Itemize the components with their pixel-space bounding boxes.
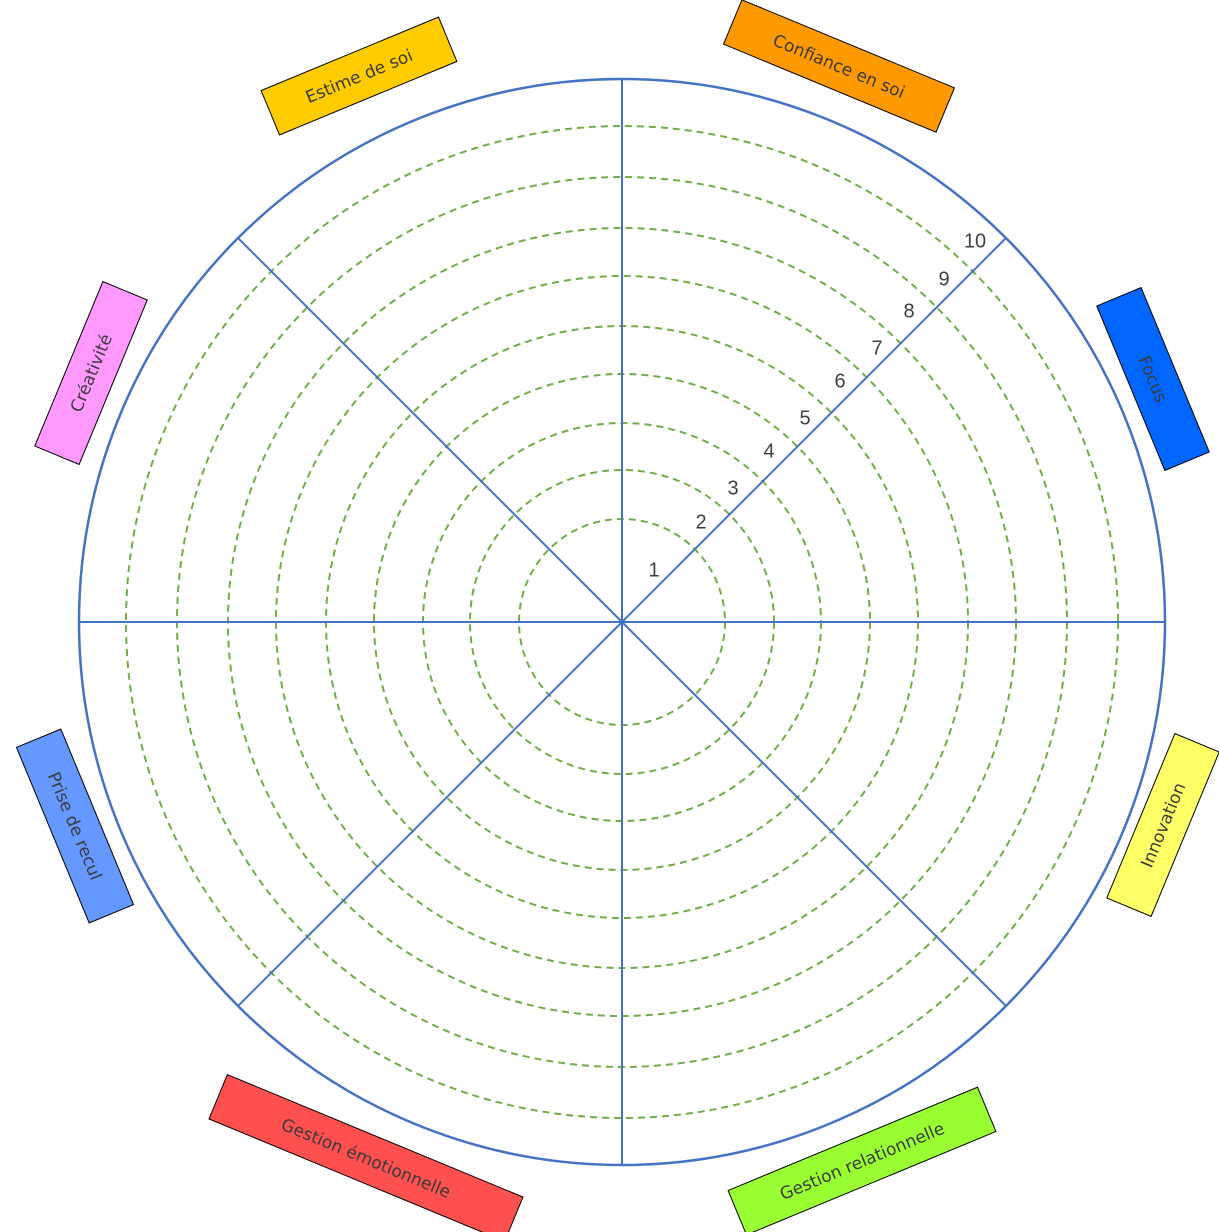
wheel-spokes [79, 79, 1165, 1165]
scale-number-8: 8 [903, 300, 914, 322]
category-box-gestion-relationnelle [727, 1086, 997, 1232]
category-confiance-en-soi: Confiance en soi [722, 0, 956, 133]
outer-circle [77, 77, 1167, 1167]
category-box-prise-de-recul [15, 728, 135, 924]
spoke-2 [621, 237, 1007, 623]
category-innovation: Innovation [1106, 732, 1219, 918]
scale-number-6: 6 [834, 370, 845, 392]
category-box-estime-de-soi [260, 16, 458, 136]
category-box-focus [1096, 286, 1210, 472]
scale-number-1: 1 [648, 559, 659, 581]
scale-number-9: 9 [938, 268, 949, 290]
category-prise-de-recul: Prise de recul [15, 728, 135, 924]
category-box-creativite [34, 280, 148, 466]
scale-number-3: 3 [727, 477, 738, 499]
spoke-6 [237, 621, 623, 1007]
spoke-8 [237, 237, 623, 623]
category-box-innovation [1106, 732, 1219, 918]
category-creativite: Créativité [34, 280, 148, 466]
category-box-confiance-en-soi [722, 0, 956, 133]
category-estime-de-soi: Estime de soi [260, 16, 458, 136]
category-box-gestion-emotionnelle [208, 1073, 524, 1232]
category-gestion-emotionnelle: Gestion émotionnelle [208, 1073, 524, 1232]
spoke-4 [621, 621, 1007, 1007]
scale-number-5: 5 [799, 407, 810, 429]
scale-number-10: 10 [964, 230, 986, 252]
category-focus: Focus [1096, 286, 1210, 472]
scale-number-2: 2 [695, 511, 706, 533]
scale-number-7: 7 [871, 337, 882, 359]
scale-number-4: 4 [763, 440, 774, 462]
